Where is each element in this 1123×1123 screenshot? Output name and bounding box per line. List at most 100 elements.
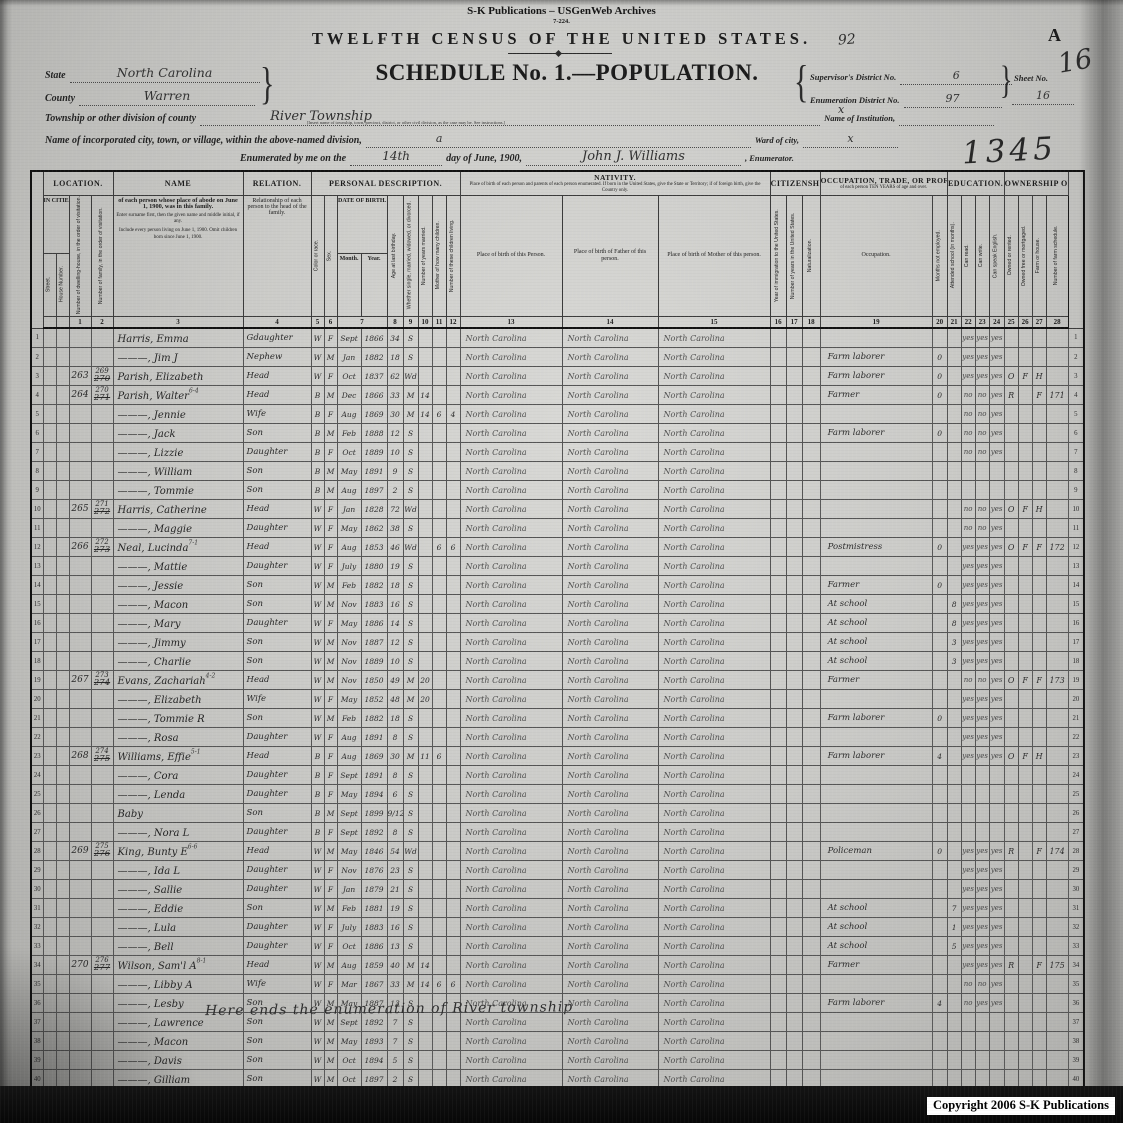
cell-bm: North Carolina (657, 860, 771, 881)
cell-st (42, 803, 57, 824)
table-row: 1 Harris, Emma Gdaughter W F Sept 1866 34 S North… (30, 327, 1085, 349)
cell-bm: North Carolina (657, 385, 771, 406)
col-children-living: Number of these children living. (446, 195, 461, 317)
cell-bf: North Carolina (561, 327, 659, 349)
cell-bf: North Carolina (561, 670, 659, 691)
cell-cl: 6 (445, 974, 461, 995)
enumeration-line: Enumeration District No. 97 (810, 89, 1002, 108)
cell-rl: Son (242, 594, 312, 615)
cell-om (1017, 461, 1033, 482)
cell-st (42, 765, 57, 786)
cell-mu (931, 1050, 948, 1071)
cell-n: 29 (30, 860, 44, 881)
cell-en: yes (988, 898, 1005, 919)
cell-bm: North Carolina (657, 974, 771, 995)
cell-mu (931, 727, 948, 748)
cell-mc: 6 (431, 404, 447, 425)
cell-en: yes (988, 575, 1005, 596)
cell-sx: F (323, 404, 338, 425)
cell-rd (960, 822, 976, 843)
state-line: State North Carolina (45, 64, 260, 83)
cell-en: yes (988, 423, 1005, 444)
cell-n: 10 (30, 499, 44, 520)
cell-fs (1045, 632, 1069, 653)
cell-as (946, 327, 962, 349)
cell-en (988, 822, 1005, 843)
cell-yu (785, 898, 803, 919)
cell-wr: yes (974, 613, 990, 634)
cell-ms: S (402, 803, 419, 824)
cell-ag: 38 (386, 518, 404, 539)
cell-yu (785, 404, 803, 425)
cell-mo: May (336, 784, 362, 805)
cell-fs (1045, 556, 1069, 577)
cell-oc (819, 860, 933, 881)
cell-mc (431, 803, 447, 824)
cell-oc: Farm laborer (819, 708, 933, 729)
cell-fs (1045, 1012, 1069, 1033)
cell-yu (785, 1050, 803, 1071)
district-close-brace: } (1000, 58, 1013, 103)
cell-ag: 13 (386, 936, 404, 957)
cell-cr: W (310, 537, 325, 558)
cell-yr: 1893 (360, 1031, 388, 1052)
cell-mo: Oct (336, 1050, 362, 1071)
cell-cr: W (310, 556, 325, 577)
col-relation-desc: Relationship of each person to the head … (242, 194, 312, 317)
cell-dw (68, 898, 92, 919)
cell-n: 33 (30, 936, 44, 957)
cell-ms: S (402, 518, 419, 539)
cell-or (1003, 708, 1019, 729)
cell-mu (931, 879, 948, 900)
cell-fs (1045, 347, 1069, 368)
cell-ym (417, 518, 433, 539)
cell-family (90, 879, 114, 900)
cell-ym (417, 499, 433, 520)
city-label: Name of incorporated city, town, or vill… (45, 135, 362, 146)
cell-en: yes (988, 917, 1005, 938)
cell-st (42, 860, 57, 881)
cell-bm: North Carolina (657, 613, 771, 634)
cell-as (946, 860, 962, 881)
cell-cr: W (310, 651, 325, 672)
cell-fh: F (1031, 385, 1047, 406)
cell-fh (1031, 974, 1047, 995)
cell-rd: yes (960, 860, 976, 881)
cell-sx: F (323, 727, 338, 748)
cell-st (42, 518, 57, 539)
cell-hn (55, 879, 70, 900)
cell-cl (445, 727, 461, 748)
cell-ag: 8 (386, 765, 404, 786)
group-education: EDUCATION. (946, 170, 1005, 196)
cell-rd: yes (960, 651, 976, 672)
cell-ym (417, 632, 433, 653)
cell-en: yes (988, 518, 1005, 539)
cell-mc (431, 518, 447, 539)
cell-ym (417, 575, 433, 596)
cell-or: O (1003, 746, 1019, 767)
cell-name: Evans, Zachariah4-2 (112, 670, 244, 691)
cell-cr: W (310, 632, 325, 653)
cell-yu (785, 955, 803, 976)
cell-om (1017, 841, 1033, 862)
cell-ym (417, 841, 433, 862)
cell-st (42, 347, 57, 368)
cell-ag: 16 (386, 917, 404, 938)
table-row: 9 ———, Tommie Son B M Aug 1897 2 S North Carolina… (30, 480, 1085, 501)
cell-name: ———, Jack (112, 423, 244, 444)
cell-mo: July (336, 556, 362, 577)
cell-ms: M (402, 404, 419, 425)
cell-fh: F (1031, 841, 1047, 862)
cell-hn (55, 461, 70, 482)
cell-mu (931, 327, 948, 349)
scan-right-shadow (1079, 0, 1123, 1123)
cell-name: ———, Sallie (112, 879, 244, 900)
cell-im (769, 423, 787, 444)
cell-hn (55, 499, 70, 520)
cell-om (1017, 404, 1033, 425)
cell-or (1003, 594, 1019, 615)
cell-n: 38 (1067, 1031, 1085, 1052)
cell-family (90, 993, 114, 1014)
cell-rd: no (960, 385, 976, 406)
cell-yu (785, 537, 803, 558)
